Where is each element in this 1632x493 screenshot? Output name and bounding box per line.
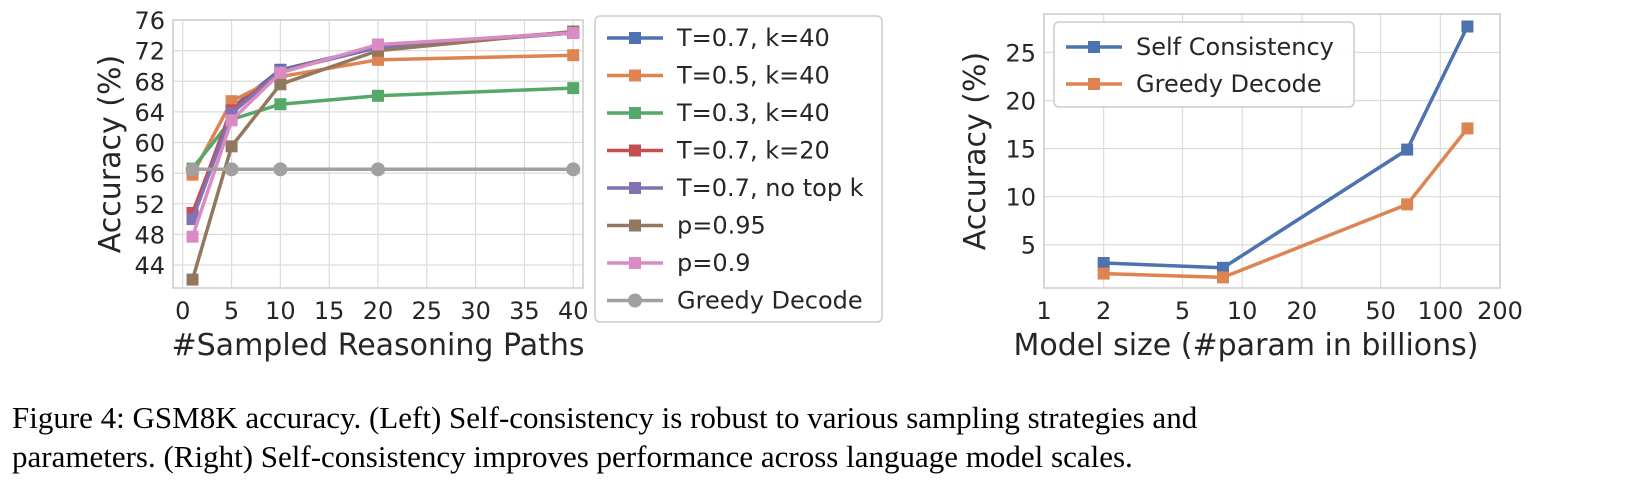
chart1-legend-label-self-consistency: Self Consistency bbox=[1136, 33, 1334, 61]
chart1-series-self-consistency bbox=[1097, 20, 1474, 274]
chart0-x-tick-label-0: 0 bbox=[175, 297, 190, 325]
chart0-data-point-p-0-9-1 bbox=[225, 114, 238, 127]
chart1-y-axis-label: Accuracy (%) bbox=[958, 52, 993, 250]
chart1-x-tick-label-1: 2 bbox=[1096, 297, 1111, 325]
chart1-data-point-greedy-decode-0 bbox=[1097, 267, 1110, 280]
chart0-x-tick-label-1: 5 bbox=[224, 297, 239, 325]
chart0-data-point-t-0-5-k-40-3 bbox=[372, 53, 384, 66]
chart1-y-tick-label-1: 10 bbox=[1005, 184, 1036, 212]
chart0-y-tick-label-1: 48 bbox=[134, 221, 165, 249]
chart0-y-tick-label-4: 60 bbox=[134, 130, 165, 158]
chart1-legend-label-greedy-decode: Greedy Decode bbox=[1136, 70, 1322, 98]
chart1-x-tick-label-7: 200 bbox=[1477, 297, 1523, 325]
chart0-y-axis-label: Accuracy (%) bbox=[93, 55, 128, 253]
chart1-series-line-self-consistency bbox=[1103, 25, 1469, 270]
chart1-y-tick-label-2: 15 bbox=[1005, 136, 1036, 164]
chart0-data-point-t-0-5-k-40-4 bbox=[567, 49, 580, 62]
chart1-x-tick-label-6: 100 bbox=[1417, 297, 1463, 325]
chart0-data-point-t-0-3-k-40-4 bbox=[567, 82, 580, 95]
chart0-x-tick-label-4: 20 bbox=[363, 297, 394, 325]
chart0-data-point-p-0-95-1 bbox=[225, 140, 238, 153]
chart0-legend-label-t-0-3-k-40: T=0.3, k=40 bbox=[676, 99, 830, 127]
chart0-x-tick-label-7: 35 bbox=[509, 297, 540, 325]
caption-line-1: Figure 4: GSM8K accuracy. (Left) Self-co… bbox=[12, 400, 1198, 435]
chart1-data-point-greedy-decode-3 bbox=[1461, 122, 1474, 135]
chart0-data-point-greedy-decode-0 bbox=[185, 162, 200, 177]
chart0-x-tick-label-6: 30 bbox=[460, 297, 491, 325]
chart0-legend-label-t-0-7-k-40: T=0.7, k=40 bbox=[676, 24, 830, 52]
chart1-data-point-self-consistency-1 bbox=[1216, 261, 1229, 274]
chart1-data-point-greedy-decode-2 bbox=[1401, 198, 1414, 211]
chart0-legend-label-t-0-5-k-40: T=0.5, k=40 bbox=[676, 62, 830, 90]
chart0-y-tick-label-7: 72 bbox=[134, 38, 165, 66]
chart0-legend-marker-t-0-7-no-top-k bbox=[629, 182, 641, 194]
chart0-x-tick-label-5: 25 bbox=[412, 297, 443, 325]
chart1-data-point-self-consistency-0 bbox=[1097, 257, 1110, 270]
chart0-series-greedy-decode bbox=[185, 162, 581, 177]
chart0-data-point-p-0-9-4 bbox=[567, 27, 580, 40]
chart0-x-tick-label-3: 15 bbox=[314, 297, 345, 325]
chart0-legend-label-p-0-95: p=0.95 bbox=[677, 212, 766, 240]
chart0-data-point-t-0-5-k-40-1 bbox=[225, 95, 238, 108]
chart0-y-tick-label-6: 68 bbox=[134, 68, 165, 96]
chart1-legend-marker-self-consistency bbox=[1088, 41, 1100, 53]
caption-line-2: parameters. (Right) Self-consistency imp… bbox=[12, 439, 1133, 474]
chart0-y-tick-label-8: 76 bbox=[134, 7, 165, 35]
chart0-legend-box bbox=[594, 15, 883, 323]
chart0-y-tick-label-2: 52 bbox=[134, 191, 165, 219]
chart1-legend-box bbox=[1053, 21, 1355, 108]
chart1-plot-frame bbox=[1043, 13, 1501, 289]
chart0-y-tick-label-5: 64 bbox=[134, 99, 165, 127]
chart0-data-point-p-0-95-2 bbox=[274, 78, 287, 91]
chart0-data-point-p-0-95-0 bbox=[186, 273, 199, 286]
chart1-y-tick-label-3: 20 bbox=[1005, 88, 1036, 116]
chart0-data-point-greedy-decode-2 bbox=[273, 162, 288, 177]
chart0-legend-marker-t-0-7-k-20 bbox=[629, 144, 641, 157]
chart1-legend-marker-greedy-decode bbox=[1088, 78, 1100, 90]
chart1-y-tick-label-0: 5 bbox=[1021, 232, 1036, 260]
chart0-legend-label-t-0-7-no-top-k: T=0.7, no top k bbox=[676, 174, 864, 202]
chart0-legend-marker-greedy-decode bbox=[628, 293, 642, 308]
figure: 0 5 10 15 20 25 30 35 40444852566064687276#Sampl… bbox=[93, 7, 1523, 363]
chart0-x-tick-label-8: 40 bbox=[558, 297, 589, 325]
chart0-y-tick-label-3: 56 bbox=[134, 160, 165, 188]
chart0-legend-marker-t-0-5-k-40 bbox=[629, 69, 641, 82]
chart0-data-point-greedy-decode-1 bbox=[224, 162, 239, 177]
chart0-x-axis-label: #Sampled Reasoning Paths bbox=[172, 328, 585, 363]
chart1-x-tick-label-4: 20 bbox=[1287, 297, 1318, 325]
chart0-data-point-t-0-3-k-40-3 bbox=[372, 89, 384, 102]
chart0-data-point-t-0-7-no-top-k-0 bbox=[186, 213, 199, 226]
chart0-data-point-greedy-decode-4 bbox=[566, 162, 581, 177]
chart-sampling-strategies: 0 5 10 15 20 25 30 35 40444852566064687276#Sampl… bbox=[93, 7, 883, 363]
chart1-series-greedy-decode bbox=[1097, 122, 1474, 284]
chart0-legend-marker-p-0-9 bbox=[629, 257, 641, 269]
chart1-x-tick-label-2: 5 bbox=[1175, 297, 1190, 325]
chart0-series-p-0-9 bbox=[186, 27, 580, 243]
chart0-legend-marker-p-0-95 bbox=[629, 219, 641, 232]
chart1-series-line-greedy-decode bbox=[1103, 127, 1469, 280]
chart1-data-point-greedy-decode-1 bbox=[1216, 271, 1229, 284]
chart0-legend-label-t-0-7-k-20: T=0.7, k=20 bbox=[676, 137, 830, 165]
chart0-legend-label-p-0-9: p=0.9 bbox=[677, 249, 751, 277]
figure-caption: Figure 4: GSM8K accuracy. (Left) Self-co… bbox=[12, 398, 1624, 476]
chart0-y-tick-label-0: 44 bbox=[134, 252, 165, 280]
chart1-data-point-self-consistency-3 bbox=[1461, 20, 1474, 33]
chart1-x-tick-label-3: 10 bbox=[1227, 297, 1258, 325]
chart1-data-point-self-consistency-2 bbox=[1401, 143, 1414, 156]
chart0-data-point-p-0-9-0 bbox=[186, 230, 199, 243]
chart1-x-tick-label-5: 50 bbox=[1365, 297, 1396, 325]
chart0-x-tick-label-2: 10 bbox=[265, 297, 296, 325]
chart0-data-point-t-0-3-k-40-2 bbox=[274, 98, 287, 111]
chart0-data-point-p-0-9-3 bbox=[372, 38, 384, 51]
chart1-y-tick-label-4: 25 bbox=[1005, 39, 1036, 67]
chart0-legend-label-greedy-decode: Greedy Decode bbox=[677, 287, 863, 315]
chart0-legend-marker-t-0-7-k-40 bbox=[629, 32, 641, 44]
chart0-data-point-greedy-decode-3 bbox=[371, 162, 385, 177]
chart0-plot-frame bbox=[172, 19, 584, 289]
chart0-legend-marker-t-0-3-k-40 bbox=[629, 107, 641, 119]
chart1-x-axis-label: Model size (#param in billions) bbox=[1013, 328, 1478, 363]
chart0-data-point-p-0-9-2 bbox=[274, 66, 287, 79]
chart1-x-tick-label-0: 1 bbox=[1036, 297, 1051, 325]
